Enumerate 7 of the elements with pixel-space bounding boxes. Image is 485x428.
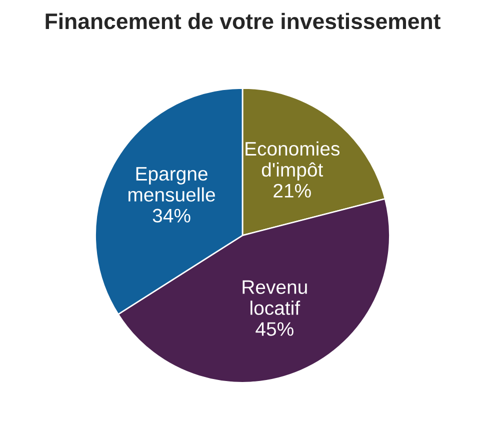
data-label: 45% bbox=[256, 322, 294, 336]
slice-label: Revenu locatif bbox=[242, 280, 307, 315]
data-label: 21% bbox=[274, 184, 311, 198]
data-label: 34% bbox=[152, 208, 190, 223]
slice-label: Economies d'impôt bbox=[246, 141, 340, 181]
slice-label: Epargne mensuelle bbox=[128, 167, 215, 202]
chart-title: Financement de votre investissement bbox=[46, 12, 440, 30]
